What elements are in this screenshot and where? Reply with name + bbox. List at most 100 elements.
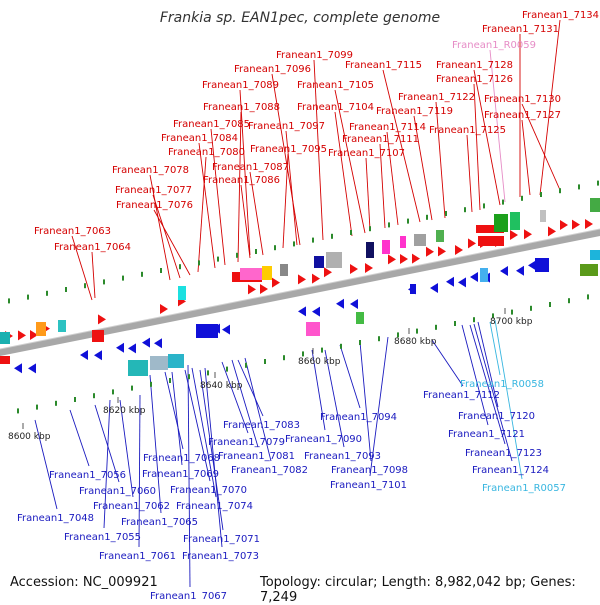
gene-arrow-reverse [516,265,524,276]
gene-label-bottom: Franean1_7101 [330,480,407,491]
gene-label-bottom: Franean1_7073 [182,551,259,562]
gene-arrow-reverse [430,283,438,293]
track-tick-bottom [226,366,228,372]
genome-summary-text: Topology: circular; Length: 8,982,042 bp… [260,575,576,605]
gene-feature [356,312,364,324]
track-tick-top [502,199,504,205]
track-tick-bottom [435,324,437,330]
track-tick-bottom [55,400,57,406]
track-tick-bottom [207,370,209,376]
track-tick-top [65,287,67,292]
leader-line [138,394,141,548]
gene-feature [36,322,46,336]
track-tick-top [179,264,181,270]
gene-arrow-forward [412,253,420,264]
gene-block-forward [0,356,10,364]
gene-label-top: Franean1_7080 [168,147,245,158]
track-tick-bottom [530,305,532,311]
gene-label-top: Franean1_7127 [484,110,561,121]
gene-label-bottom: Franean1_7048 [17,513,94,524]
leader-line [191,367,217,498]
gene-label-bottom: Franean1_7067 [150,591,227,600]
track-tick-bottom [568,298,570,304]
gene-arrow-reverse [142,337,150,348]
track-tick-top [426,214,428,220]
track-tick-top [122,275,124,281]
leader-line [152,194,181,279]
gene-arrow-reverse [350,299,358,309]
gene-label-bottom: Franean1_R0058 [460,379,544,390]
leader-line [71,235,93,301]
gene-label-bottom: Franean1_7123 [465,448,542,459]
track-tick-bottom [150,381,152,387]
gene-label-bottom: Franean1_7055 [64,532,141,543]
leader-line [282,153,289,249]
track-tick-top [84,283,86,289]
gene-arrow-forward [324,267,332,278]
track-tick-top [483,203,485,209]
gene-feature [178,286,186,300]
leader-line [379,143,386,229]
gene-arrow-forward [272,277,280,288]
gene-feature [480,268,488,282]
gene-arrow-forward [312,273,320,284]
leader-line [489,49,506,203]
gene-arrow-reverse [528,260,536,271]
track-tick-bottom [245,362,247,368]
track-tick-top [369,226,371,232]
gene-label-bottom: Franean1_7056 [49,470,126,481]
gene-label-top: Franean1_7131 [482,24,559,35]
gene-label-bottom: Franean1_7098 [331,465,408,476]
gene-features [0,180,600,414]
leader-line [324,349,345,448]
gene-arrow-reverse [14,363,22,374]
leader-line [339,344,361,409]
leader-line [210,128,226,266]
gene-arrow-forward [365,263,373,273]
track-tick-top [27,294,29,300]
track-tick-top [540,192,542,197]
track-tick-bottom [378,336,380,342]
track-tick-bottom [131,385,133,391]
leader-line [149,374,162,514]
gene-label-bottom: Franean1_7083 [223,420,300,431]
leader-line [466,134,473,213]
track-tick-top [217,256,219,262]
gene-block-reverse [535,258,549,272]
gene-label-bottom: Franean1_7082 [231,465,308,476]
gene-label-bottom: Franean1_7070 [170,485,247,496]
gene-arrow-reverse [298,306,306,317]
gene-arrow-reverse [222,324,230,335]
gene-label-bottom: Franean1_7081 [218,451,295,462]
leader-line [473,83,481,211]
gene-label-bottom: Franean1_7068 [143,453,220,464]
gene-feature [128,360,148,376]
gene-arrow-reverse [128,343,136,354]
gene-arrow-reverse [500,266,508,276]
leader-line [239,89,251,256]
leader-line [94,404,120,483]
gene-feature [540,210,546,222]
gene-label-top: Franean1_7107 [328,148,405,159]
track-tick-top [597,180,599,186]
track-tick-bottom [188,374,190,380]
gene-block-reverse [196,324,218,338]
gene-label-bottom: Franean1_7060 [79,486,156,497]
leader-line [461,324,489,426]
leader-line [184,369,211,482]
leader-line [237,359,264,417]
track-tick-top [445,211,447,216]
gene-label-bottom: Franean1_7120 [458,411,535,422]
track-tick-bottom [74,397,76,402]
gene-label-top: Franean1_7099 [276,50,353,61]
leader-line [435,101,446,219]
gene-label-top: Franean1_7119 [376,106,453,117]
track-tick-bottom [283,355,285,361]
genome-title: Frankia sp. EAN1pec, complete genome [159,10,441,26]
gene-label-top: Franean1_7089 [202,80,279,91]
gene-arrow-forward [18,330,26,341]
gene-arrow-forward [388,254,396,265]
gene-feature [510,212,520,230]
gene-label-bottom: Franean1_R0057 [482,483,566,494]
